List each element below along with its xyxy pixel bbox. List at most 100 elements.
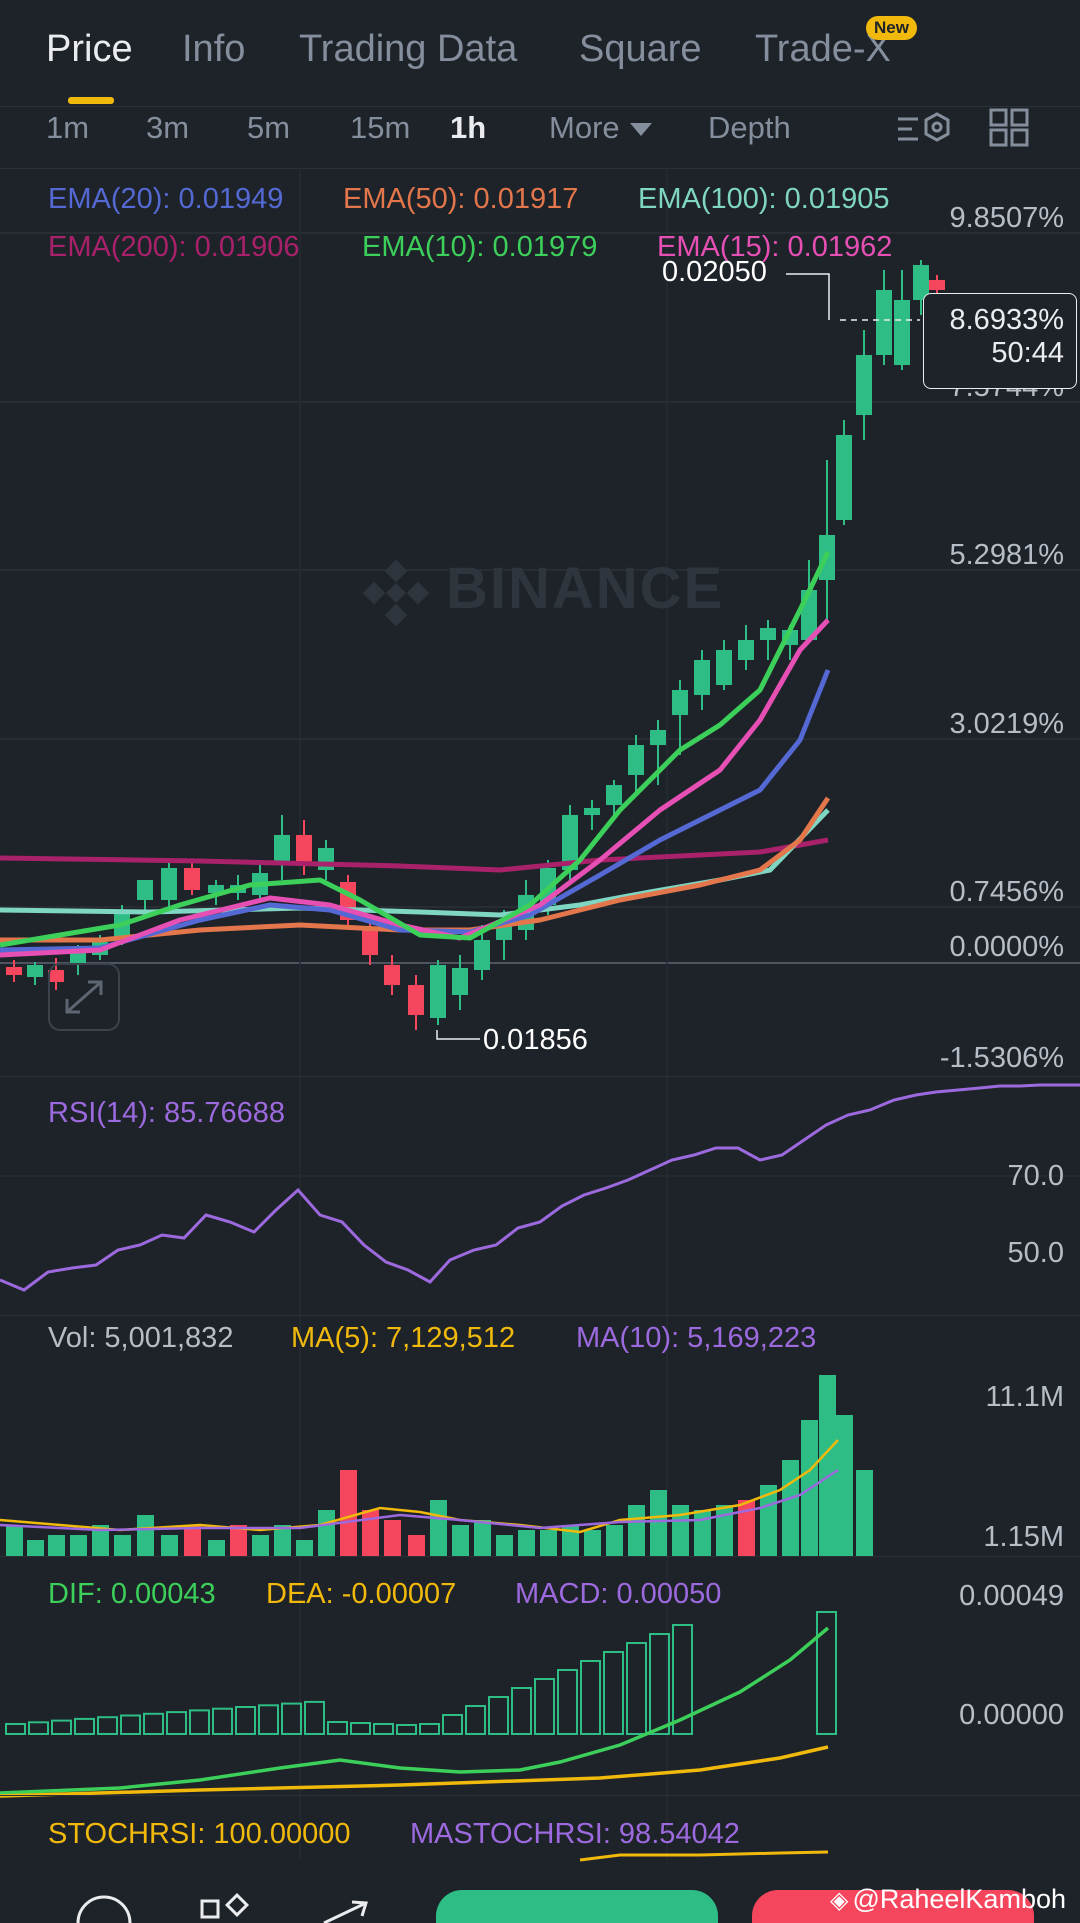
macd-histogram-bar — [580, 1660, 601, 1735]
macd-histogram-bar — [649, 1633, 670, 1735]
ema20-legend: EMA(20): 0.01949 — [48, 183, 284, 215]
candle-body — [137, 880, 153, 900]
timeframe-more[interactable]: More — [549, 110, 652, 146]
volume-bar — [114, 1535, 131, 1556]
macd-axis-label: 0.00049 — [959, 1580, 1064, 1612]
low-price-label: 0.01856 — [483, 1024, 588, 1056]
candle-body — [184, 868, 200, 890]
volume-bar — [274, 1525, 291, 1556]
volume-bar — [452, 1525, 469, 1556]
volume-bar — [738, 1500, 755, 1556]
credit-text: @RaheelKamboh — [852, 1884, 1066, 1914]
price-axis-label: -1.5306% — [939, 1042, 1064, 1074]
macd-dea-legend: DEA: -0.00007 — [266, 1578, 457, 1610]
depth-button[interactable]: Depth — [708, 110, 791, 145]
active-tab-indicator — [68, 97, 114, 104]
chevron-down-icon — [629, 123, 652, 137]
macd-histogram-bar — [534, 1678, 555, 1735]
macd-histogram-bar — [603, 1651, 624, 1735]
timeframe-1m[interactable]: 1m — [46, 110, 90, 145]
stochrsi-line — [579, 1850, 829, 1862]
volume-bar — [27, 1540, 44, 1556]
volume-bar — [92, 1525, 109, 1556]
macd-histogram-bar — [235, 1706, 256, 1735]
candle-body — [384, 965, 400, 985]
ema-curve — [0, 808, 830, 918]
ema-curve — [0, 550, 831, 948]
volume-bar — [518, 1530, 535, 1556]
timeframe-15m[interactable]: 15m — [350, 110, 411, 145]
watermark-text: BINANCE — [446, 556, 725, 621]
macd-histogram-bar — [350, 1722, 371, 1735]
volume-bar — [230, 1525, 247, 1556]
price-axis-label: 0.0000% — [949, 931, 1065, 963]
high-connector — [786, 273, 830, 320]
volume-bar — [694, 1510, 711, 1556]
candle-body — [650, 730, 666, 745]
volume-bar — [161, 1535, 178, 1556]
ema100-legend: EMA(100): 0.01905 — [638, 183, 890, 215]
macd-histogram-bar — [166, 1711, 187, 1735]
rsi-axis-label: 50.0 — [1007, 1237, 1064, 1269]
macd-histogram-bar — [511, 1687, 532, 1735]
ema15-legend: EMA(15): 0.01962 — [657, 231, 893, 263]
candle-body — [208, 885, 224, 893]
candle-body — [716, 650, 732, 685]
macd-histogram-bar — [626, 1642, 647, 1735]
timeframe-3m[interactable]: 3m — [146, 110, 190, 145]
ema200-legend: EMA(200): 0.01906 — [48, 231, 300, 263]
buy-button[interactable] — [436, 1890, 718, 1923]
candle-body — [876, 290, 892, 355]
macd-histogram-bar — [51, 1719, 72, 1735]
macd-histogram-bar — [816, 1611, 837, 1735]
macd-dif-line — [0, 1626, 830, 1795]
candle-body — [929, 280, 945, 290]
candle-body — [27, 965, 43, 977]
pane-divider — [0, 1795, 1080, 1796]
timeframe-bar — [0, 106, 1080, 169]
volume-bar — [362, 1510, 379, 1556]
volume-ma5-legend: MA(5): 7,129,512 — [291, 1322, 516, 1354]
price-axis-label: 5.2981% — [949, 539, 1065, 571]
macd-histogram-bar — [557, 1669, 578, 1735]
new-badge: New — [866, 16, 917, 40]
candle-body — [562, 815, 578, 870]
macd-dif-legend: DIF: 0.00043 — [48, 1578, 216, 1610]
timeframe-5m[interactable]: 5m — [247, 110, 291, 145]
sell-button[interactable] — [752, 1890, 1034, 1923]
timeframe-1h[interactable]: 1h — [450, 110, 487, 145]
candle-body — [836, 435, 852, 520]
fullscreen-button[interactable] — [48, 963, 120, 1031]
ema-curve — [0, 837, 829, 873]
tab-trading-data[interactable]: Trading Data — [299, 28, 518, 70]
tab-square[interactable]: Square — [579, 28, 702, 70]
macd-histogram-bar — [189, 1709, 210, 1736]
macd-histogram-bar — [304, 1700, 325, 1736]
candle-body — [856, 355, 872, 415]
rsi-legend: RSI(14): 85.76688 — [48, 1097, 285, 1129]
volume-bar — [6, 1525, 23, 1556]
volume-bar — [430, 1500, 447, 1556]
candle-body — [161, 868, 177, 900]
pane-divider — [0, 1315, 1080, 1316]
volume-bar — [716, 1505, 733, 1556]
watermark-credit: ◈ @RaheelKamboh — [830, 1884, 1066, 1915]
top-tab-bar: Price Info Trading Data Square Trade-X N… — [0, 0, 1080, 107]
candle-body — [452, 968, 468, 995]
tab-info[interactable]: Info — [182, 28, 246, 70]
volume-bar — [856, 1470, 873, 1556]
macd-histogram-bar — [120, 1714, 141, 1735]
volume-bar — [474, 1520, 491, 1556]
tab-price[interactable]: Price — [46, 28, 133, 70]
volume-bar — [48, 1535, 65, 1556]
volume-bar — [819, 1375, 836, 1556]
candle-body — [296, 835, 312, 865]
macd-histogram-bar — [74, 1717, 95, 1736]
candle-body — [694, 660, 710, 695]
volume-bar — [496, 1535, 513, 1556]
macd-axis-label: 0.00000 — [959, 1699, 1064, 1731]
macd-histogram-bar — [672, 1624, 693, 1735]
macd-histogram-bar — [97, 1716, 118, 1735]
volume-bar — [252, 1535, 269, 1556]
